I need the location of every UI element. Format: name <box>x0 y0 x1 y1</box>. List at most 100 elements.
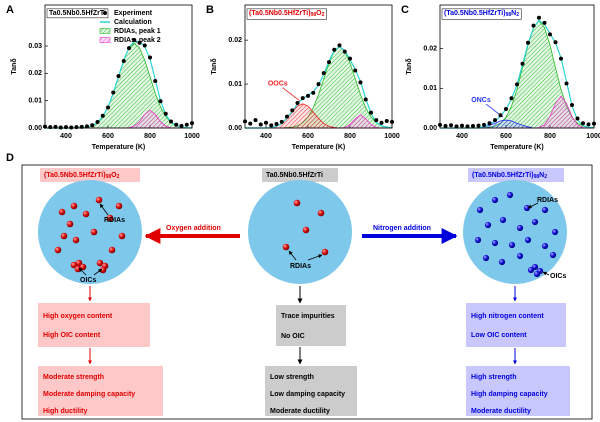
data-point <box>316 82 321 87</box>
alloy-circle <box>248 180 352 284</box>
x-tick-label: 600 <box>302 133 314 140</box>
panel-label: C <box>401 4 409 16</box>
title-part: Ta0.5Nb0.5HfZrTi <box>49 10 106 17</box>
data-point <box>127 46 131 51</box>
property-text: High nitrogen content <box>471 313 544 320</box>
data-point <box>74 125 79 130</box>
peak-area <box>45 42 193 129</box>
data-point <box>559 56 563 61</box>
data-point <box>264 120 268 125</box>
pointer <box>307 254 323 261</box>
property-text: High strength <box>471 374 517 381</box>
atom <box>549 251 557 259</box>
y-axis-label: Tanδ <box>406 58 413 74</box>
atom <box>293 199 301 207</box>
x-axis-label: Temperature (K) <box>490 144 544 151</box>
x-axis-label: Temperature (K) <box>292 144 346 151</box>
data-point <box>153 78 158 83</box>
atom <box>516 252 524 260</box>
peak-area <box>440 20 595 129</box>
data-point <box>553 40 558 45</box>
data-point <box>471 124 475 129</box>
property-text: Moderate strength <box>43 374 104 381</box>
alloy-circle <box>38 180 142 284</box>
property-text: Trace impurities <box>281 313 335 320</box>
atom <box>523 204 531 212</box>
atom-label: OICs <box>550 273 566 280</box>
pointer <box>78 267 87 276</box>
atom <box>70 202 78 210</box>
atom <box>321 248 329 256</box>
atom <box>317 209 325 217</box>
property-text: High OIC content <box>43 332 101 339</box>
atom-label: RDIAs <box>104 217 125 224</box>
data-point <box>58 125 63 130</box>
data-point <box>327 60 331 65</box>
y-tick-label: 0.02 <box>28 70 42 77</box>
data-point <box>295 100 300 105</box>
atom <box>75 259 83 267</box>
data-point <box>100 113 105 118</box>
x-tick-label: 800 <box>144 133 156 140</box>
data-point <box>449 123 453 128</box>
data-point <box>570 102 574 107</box>
atom <box>66 220 74 228</box>
data-point <box>342 49 347 54</box>
x-tick-label: 400 <box>456 133 468 140</box>
atom <box>108 246 116 254</box>
atom <box>499 216 507 224</box>
data-point <box>332 47 337 52</box>
y-axis-label: Tanδ <box>11 58 18 74</box>
property-text: Low damping capacity <box>270 391 345 398</box>
data-point <box>498 113 503 118</box>
x-tick-label: 800 <box>544 133 556 140</box>
property-box <box>466 366 570 416</box>
atom <box>476 206 484 214</box>
y-axis-label: Tanδ <box>211 58 218 74</box>
atom <box>302 226 310 234</box>
data-point <box>515 82 519 87</box>
data-point <box>248 121 253 126</box>
property-text: High oxygen content <box>43 313 113 320</box>
pointer <box>542 271 550 276</box>
data-point <box>174 122 179 127</box>
column-title: (Ta0.5Nb0.5HfZrTi)98N2 <box>472 172 547 180</box>
plot-frame <box>439 4 595 129</box>
data-point <box>85 124 89 129</box>
data-point <box>69 125 74 130</box>
data-point <box>443 124 448 129</box>
atom <box>541 242 549 250</box>
atom <box>491 239 499 247</box>
data-point <box>285 114 289 119</box>
atom <box>106 214 114 222</box>
atom-label: RDIAs <box>290 263 311 270</box>
y-tick-label: 0.02 <box>228 37 242 44</box>
legend-label: RDIAs, peak 1 <box>114 28 161 35</box>
atom-label: RDIAs <box>537 197 558 204</box>
plot-frame <box>44 4 193 129</box>
data-point <box>64 125 68 130</box>
atom <box>524 236 532 244</box>
data-point <box>337 43 342 48</box>
data-point <box>269 123 274 128</box>
atoms <box>54 191 559 278</box>
data-point <box>290 108 295 113</box>
property-text: Low OIC content <box>471 332 527 339</box>
annotation-arrow <box>282 87 300 102</box>
data-point <box>537 15 541 20</box>
title-part: (Ta0.5Nb0.5HfZrTi) <box>444 10 506 17</box>
data-point <box>374 118 379 123</box>
data-point <box>111 90 116 95</box>
legend-label: Calculation <box>114 19 152 26</box>
data-point <box>465 124 470 129</box>
alloy-circle <box>463 180 567 284</box>
y-tick-label: 0.01 <box>228 81 242 88</box>
atom <box>533 270 541 278</box>
title-part: N <box>511 10 516 17</box>
data-point <box>274 122 279 127</box>
legend-swatch <box>99 28 111 34</box>
data-point <box>575 116 580 121</box>
panel-frame <box>21 164 593 420</box>
atom <box>508 241 516 249</box>
